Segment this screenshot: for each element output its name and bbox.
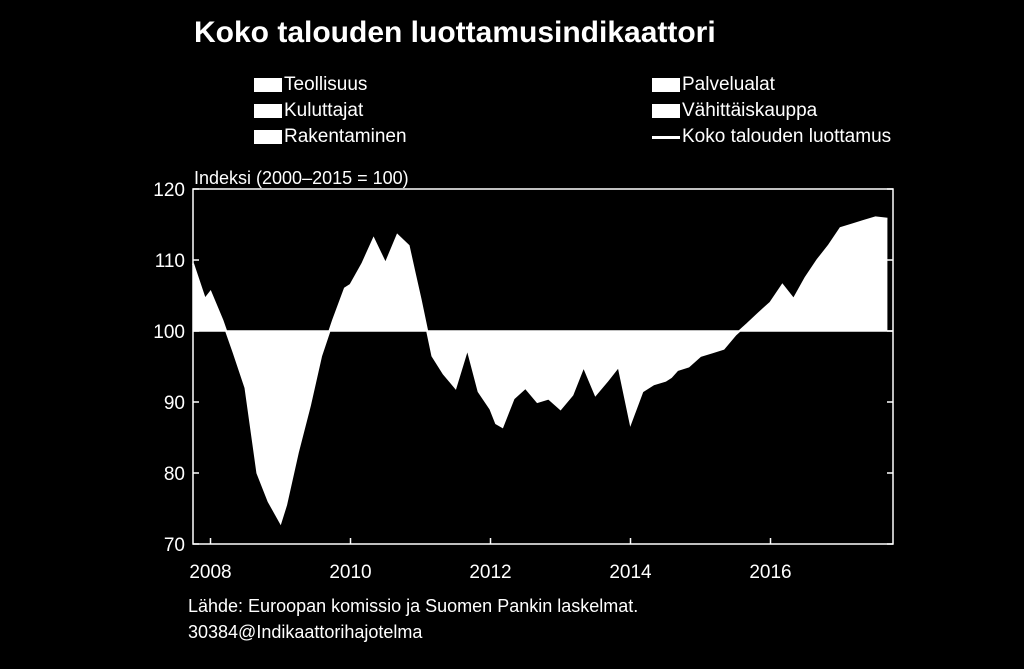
x-tick-label: 2010: [329, 562, 371, 583]
legend-swatch: [652, 78, 680, 92]
series-line: [192, 216, 888, 526]
y-tick-label: 120: [153, 180, 185, 201]
x-tick-label: 2016: [749, 562, 791, 583]
legend-label: Koko talouden luottamus: [682, 126, 892, 147]
chart-marks: [192, 216, 893, 526]
legend-line-swatch: [652, 135, 680, 139]
legend-item-vahittaiskauppa: Vähittäiskauppa: [652, 100, 817, 122]
series-area: [193, 217, 888, 523]
y-axis-unit-label: Indeksi (2000–2015 = 100): [194, 168, 409, 188]
legend-item-rakentaminen: Rakentaminen: [254, 126, 407, 148]
x-axis: 2008 2010 2012 2014 2016: [189, 538, 792, 583]
x-tick-label: 2012: [469, 562, 511, 583]
legend-label: Rakentaminen: [284, 126, 407, 147]
legend-item-kuluttajat: Kuluttajat: [254, 100, 363, 122]
legend-swatch: [254, 104, 282, 118]
chart-id: 30384@Indikaattorihajotelma: [188, 622, 423, 642]
y-tick-label: 90: [164, 393, 185, 414]
chart-title: Koko talouden luottamusindikaattori: [194, 16, 716, 49]
plot-frame: [192, 188, 894, 545]
y-tick-label: 110: [155, 251, 185, 272]
legend-swatch: [254, 130, 282, 144]
y-tick-label: 70: [164, 535, 185, 556]
legend-label: Teollisuus: [284, 74, 368, 95]
legend-swatch: [254, 78, 282, 92]
y-axis: 70 80 90 100 110 120: [153, 180, 893, 556]
legend-label: Kuluttajat: [284, 100, 364, 121]
x-tick-label: 2014: [609, 562, 652, 583]
y-tick-label: 80: [164, 464, 185, 485]
legend-item-koko-talouden-luottamus: Koko talouden luottamus: [652, 126, 891, 148]
legend-label: Vähittäiskauppa: [682, 100, 818, 121]
x-tick-label: 2008: [189, 562, 231, 583]
legend-item-teollisuus: Teollisuus: [254, 74, 367, 96]
legend-item-palvelualat: Palvelualat: [652, 74, 775, 96]
source-note: Lähde: Euroopan komissio ja Suomen Panki…: [188, 593, 638, 645]
source-line: Lähde: Euroopan komissio ja Suomen Panki…: [188, 596, 639, 616]
legend-swatch: [652, 104, 680, 118]
legend-label: Palvelualat: [682, 74, 775, 95]
y-tick-label: 100: [153, 322, 185, 343]
